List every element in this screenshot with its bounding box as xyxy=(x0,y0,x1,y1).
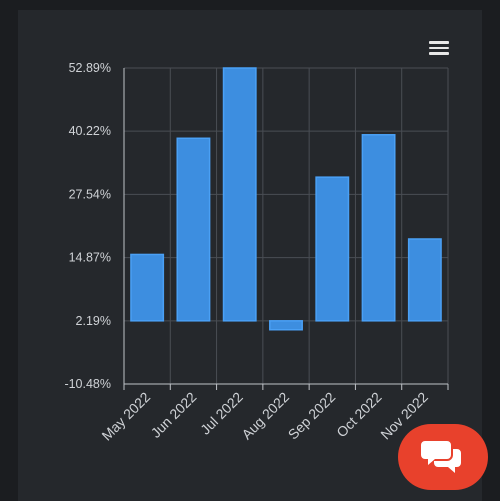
chart-grid xyxy=(123,67,449,385)
x-tick-label: Oct 2022 xyxy=(333,389,385,441)
bar-jun-2022[interactable] xyxy=(176,137,211,322)
y-axis: 52.89% 40.22% 27.54% 14.87% 2.19% -10.48% xyxy=(64,61,125,391)
chat-bubbles-icon xyxy=(421,441,461,473)
y-tick-label: -10.48% xyxy=(64,377,111,391)
y-tick-label: 2.19% xyxy=(76,314,111,328)
bar-sep-2022[interactable] xyxy=(315,176,350,322)
bar-jul-2022[interactable] xyxy=(222,67,257,322)
x-tick-label: Sep 2022 xyxy=(285,389,339,443)
bar-nov-2022[interactable] xyxy=(407,238,442,322)
x-tick-label: Jun 2022 xyxy=(148,389,200,441)
bar-oct-2022[interactable] xyxy=(361,134,396,322)
chat-button[interactable] xyxy=(398,424,488,490)
x-tick-label: May 2022 xyxy=(98,389,153,444)
hamburger-menu-icon[interactable] xyxy=(429,40,449,56)
bar-may-2022[interactable] xyxy=(130,253,165,322)
x-tick-label: Aug 2022 xyxy=(238,389,292,443)
bar-aug-2022[interactable] xyxy=(269,320,303,331)
y-tick-label: 52.89% xyxy=(69,61,111,75)
y-tick-label: 27.54% xyxy=(69,187,111,201)
y-tick-label: 40.22% xyxy=(69,124,111,138)
chart-bars xyxy=(130,67,442,331)
y-tick-label: 14.87% xyxy=(69,251,111,265)
